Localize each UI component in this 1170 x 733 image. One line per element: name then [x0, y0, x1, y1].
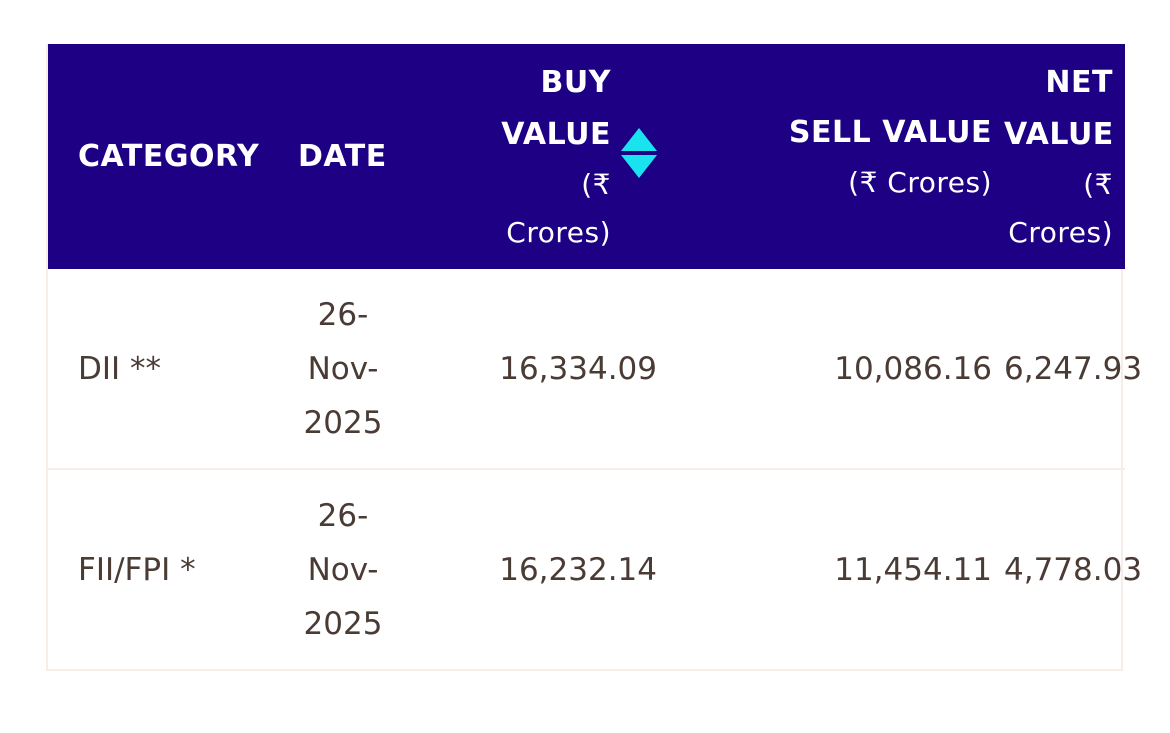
cell-date-part: 26-	[317, 296, 369, 333]
sort-up-down-icon[interactable]	[621, 127, 657, 178]
column-header-category[interactable]: CATEGORY	[48, 44, 288, 269]
net-header-unit-line-2: Crores)	[1008, 215, 1113, 249]
fii-dii-table: CATEGORY DATE BUY VALUE (₹ Crores)	[48, 44, 1143, 669]
cell-buy-value: 16,232.14	[398, 468, 671, 669]
column-header-net-value[interactable]: NET VALUE (₹ Crores)	[1004, 44, 1125, 269]
column-header-buy-value[interactable]: BUY VALUE (₹ Crores)	[398, 44, 671, 269]
cell-buy-value: 16,334.09	[499, 350, 657, 387]
column-header-date[interactable]: DATE	[288, 44, 398, 269]
cell-date-part: Nov-	[307, 551, 379, 588]
table-body: DII ** 26- Nov- 2025 16,334.09 10,086.16…	[48, 269, 1143, 669]
cell-date: 26- Nov- 2025	[288, 269, 398, 469]
cell-category: FII/FPI *	[48, 468, 288, 669]
sort-ascending-icon[interactable]	[621, 127, 657, 151]
sell-header-label: SELL VALUE	[788, 114, 992, 150]
cell-date-part: 2025	[303, 404, 383, 441]
fii-dii-table-container: CATEGORY DATE BUY VALUE (₹ Crores)	[46, 44, 1143, 671]
cell-sell-value: 11,454.11	[671, 468, 1004, 669]
column-header-date-label: DATE	[298, 138, 387, 174]
table-header: CATEGORY DATE BUY VALUE (₹ Crores)	[48, 44, 1125, 269]
net-header-unit-line-1: (₹	[1083, 167, 1113, 201]
buy-header-line-2: VALUE	[501, 116, 611, 152]
cell-net-value: 6,247.93	[1004, 350, 1143, 387]
sell-header-unit: (₹ Crores)	[848, 165, 992, 199]
buy-header-wrap: BUY VALUE (₹ Crores)	[398, 57, 657, 257]
cell-date-part: 26-	[317, 497, 369, 534]
sort-descending-icon[interactable]	[621, 154, 657, 178]
header-row: CATEGORY DATE BUY VALUE (₹ Crores)	[48, 44, 1125, 269]
column-header-category-label: CATEGORY	[78, 138, 260, 174]
cell-sell-value: 10,086.16	[834, 350, 992, 387]
table-row: FII/FPI * 26- Nov- 2025 16,232.14 11,454…	[48, 468, 1142, 669]
buy-header-unit-line-1: (₹	[581, 167, 611, 201]
column-header-sell-value[interactable]: SELL VALUE (₹ Crores)	[671, 44, 1004, 269]
cell-net-value: 4,778.03	[1004, 468, 1142, 669]
buy-header-text: BUY VALUE (₹ Crores)	[481, 57, 611, 257]
cell-date: 26- Nov- 2025	[288, 468, 398, 669]
net-header-line-2: VALUE	[1004, 116, 1114, 152]
cell-date-part: 2025	[303, 605, 383, 642]
cell-category: DII **	[78, 350, 162, 387]
net-header-line-1: NET	[1045, 64, 1113, 100]
buy-header-unit-line-2: Crores)	[506, 215, 611, 249]
cell-date-part: Nov-	[307, 350, 379, 387]
table-row: DII ** 26- Nov- 2025 16,334.09 10,086.16…	[48, 269, 1143, 469]
buy-header-line-1: BUY	[540, 64, 611, 100]
